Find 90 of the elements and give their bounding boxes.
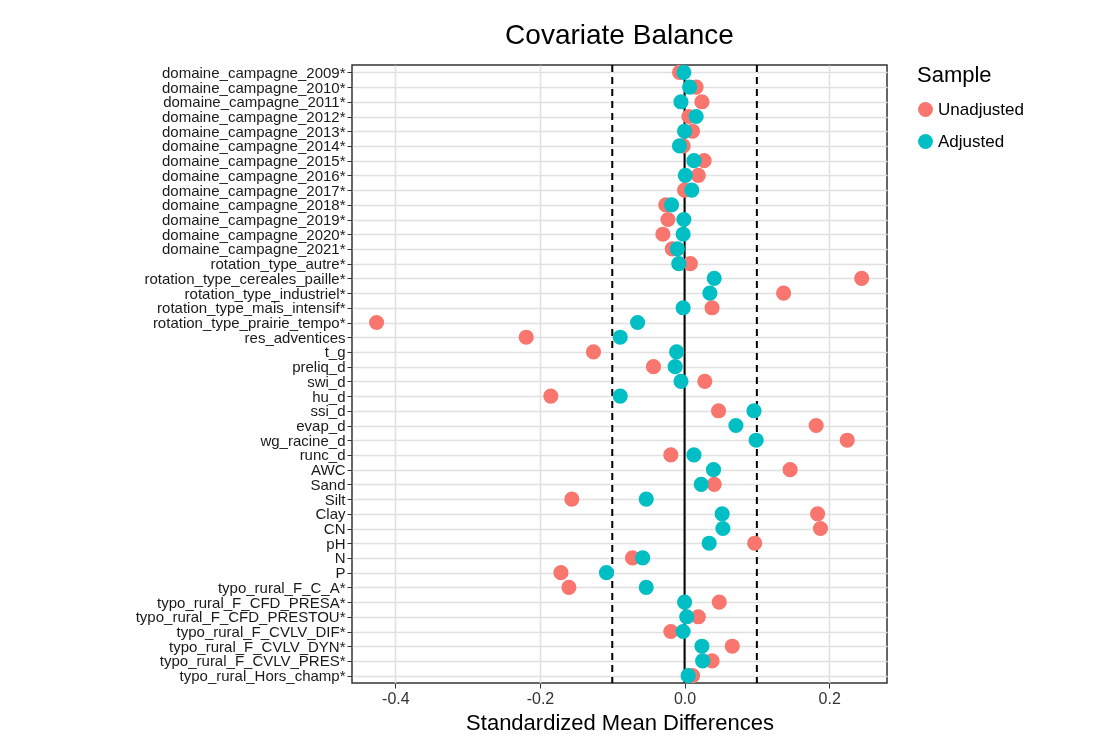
point xyxy=(675,623,691,640)
y-tick-label: t_g xyxy=(324,343,346,361)
point xyxy=(747,535,763,551)
point xyxy=(746,403,762,419)
point xyxy=(690,167,706,183)
point xyxy=(782,462,798,478)
point xyxy=(638,491,654,507)
point xyxy=(655,226,671,242)
x-tick-label: 0.2 xyxy=(818,689,841,707)
point xyxy=(695,653,711,669)
point xyxy=(694,638,710,654)
point xyxy=(676,123,693,139)
y-tick-label: typo_rural_Hors_champ* xyxy=(179,667,346,685)
y-tick-label: N xyxy=(334,549,346,567)
y-tick-label: typo_rural_F_CVLV_DIF* xyxy=(176,623,346,640)
point xyxy=(693,476,709,492)
point xyxy=(676,64,692,80)
point xyxy=(561,579,577,595)
point xyxy=(553,565,569,581)
point xyxy=(673,94,689,110)
point xyxy=(675,300,691,316)
legend-title: Sample xyxy=(917,62,992,87)
point xyxy=(682,79,698,95)
point xyxy=(675,226,691,242)
point xyxy=(669,241,685,257)
point xyxy=(694,94,710,110)
point xyxy=(810,506,826,522)
y-tick-label: hu_d xyxy=(312,387,346,405)
point xyxy=(669,344,685,360)
point xyxy=(728,417,744,434)
point xyxy=(663,197,680,213)
point xyxy=(518,329,534,345)
point xyxy=(679,609,695,625)
point xyxy=(854,270,870,286)
point xyxy=(710,403,727,419)
point xyxy=(812,520,829,537)
point xyxy=(705,462,722,478)
y-tick-label: Silt xyxy=(324,490,347,508)
point xyxy=(585,344,602,360)
point xyxy=(667,359,683,375)
point xyxy=(808,417,824,434)
point xyxy=(704,300,720,316)
y-tick-label: Clay xyxy=(315,505,346,523)
point xyxy=(677,167,693,183)
point xyxy=(688,108,704,125)
point xyxy=(638,579,654,595)
y-tick-label: evap_d xyxy=(296,417,346,434)
point xyxy=(715,520,731,537)
x-axis-title: Standardized Mean Differences xyxy=(466,709,774,735)
point xyxy=(711,594,727,610)
x-tick-label: 0.0 xyxy=(673,689,697,707)
point xyxy=(598,565,615,581)
point xyxy=(706,270,722,286)
point xyxy=(676,594,693,610)
point xyxy=(676,211,692,228)
point xyxy=(724,638,740,654)
point xyxy=(686,153,702,169)
legend-label: Adjusted xyxy=(938,131,1005,151)
point xyxy=(612,388,628,404)
y-tick-label: domaine_campagne_2009* xyxy=(162,63,346,81)
x-tick-label: -0.2 xyxy=(526,689,555,707)
point xyxy=(673,373,689,389)
point xyxy=(839,432,855,448)
point xyxy=(776,285,792,301)
y-tick-label: runc_d xyxy=(299,446,346,464)
point xyxy=(697,373,713,389)
legend-label: Unadjusted xyxy=(938,99,1025,119)
point xyxy=(663,447,679,463)
point xyxy=(629,314,646,331)
point xyxy=(680,668,696,684)
point xyxy=(660,211,676,228)
point xyxy=(671,138,688,154)
y-tick-label: ssi_d xyxy=(310,402,346,420)
point xyxy=(543,388,559,404)
point xyxy=(564,491,580,507)
point xyxy=(671,256,687,272)
point xyxy=(612,329,628,345)
y-tick-label: pH xyxy=(326,534,346,552)
point xyxy=(645,359,662,375)
point xyxy=(684,182,700,198)
point xyxy=(714,506,730,522)
point xyxy=(635,550,651,566)
x-tick-label: -0.4 xyxy=(382,689,410,707)
chart-title: Covariate Balance xyxy=(505,19,734,50)
point xyxy=(701,535,717,551)
point xyxy=(369,314,385,331)
point xyxy=(702,285,718,301)
point xyxy=(686,447,702,463)
point xyxy=(748,432,764,448)
point xyxy=(706,476,722,492)
